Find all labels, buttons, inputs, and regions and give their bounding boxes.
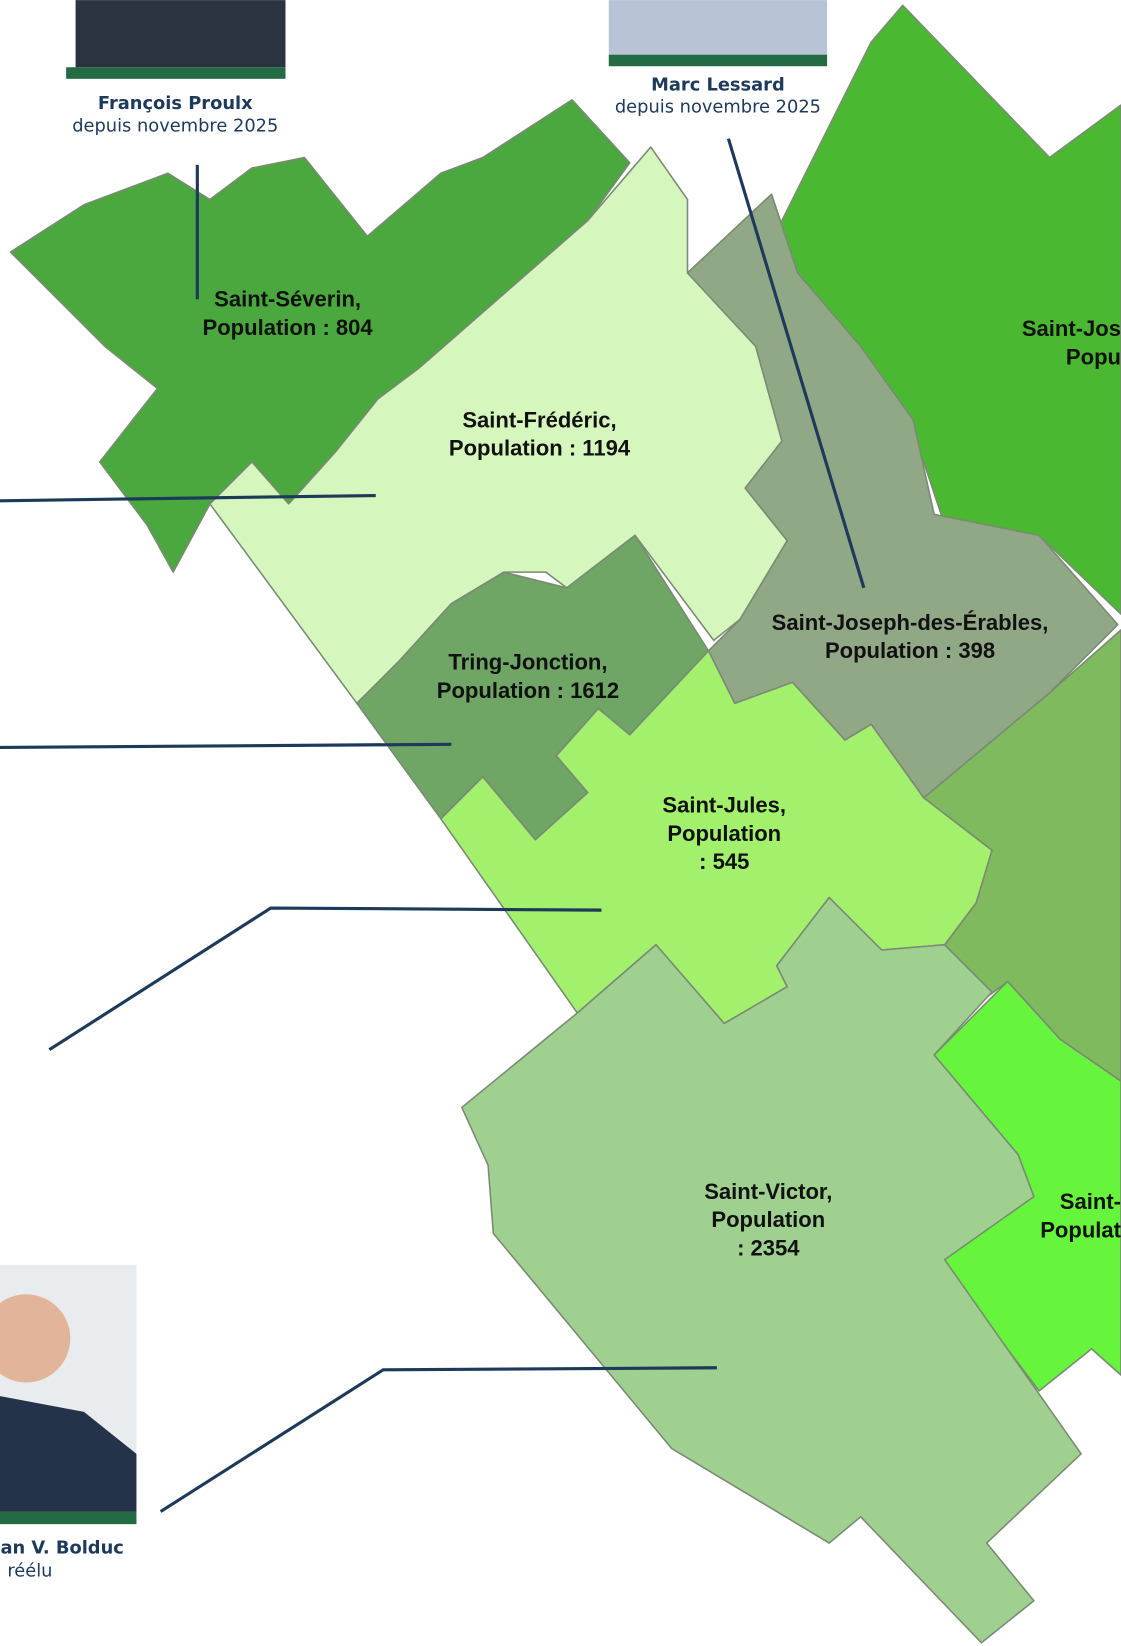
photo: [76, 0, 286, 67]
photo-bar: [0, 1512, 136, 1525]
person-name: Marc Lessard: [651, 74, 785, 95]
person-subtitle: réélu: [7, 1561, 52, 1582]
region-label: Population : 804: [203, 315, 374, 340]
region-label: Saint-Séverin,: [214, 287, 361, 312]
person-subtitle: depuis novembre 2025: [72, 115, 278, 136]
leader-line: [0, 744, 451, 747]
region-label: Saint-: [1060, 1189, 1121, 1214]
region-label: : 2354: [737, 1235, 800, 1260]
region-label: Saint-Frédéric,: [462, 407, 616, 432]
region-label: Popu: [1066, 344, 1121, 369]
region-label: Population : 1612: [437, 678, 619, 703]
person-name: an V. Bolduc: [0, 1538, 123, 1559]
region-label: Tring-Jonction,: [448, 650, 607, 675]
person-name: François Proulx: [98, 93, 253, 114]
person-subtitle: depuis novembre 2025: [615, 96, 821, 117]
region-label: Populat: [1040, 1218, 1121, 1243]
region-label: Saint-Jos: [1022, 316, 1121, 341]
region-label: Population: [667, 821, 781, 846]
photo-bar: [609, 55, 827, 67]
photo: [609, 0, 827, 55]
region-label: Population: [711, 1207, 825, 1232]
region-label: Saint-Joseph-des-Érables,: [772, 610, 1049, 635]
region-label: Saint-Jules,: [662, 793, 786, 818]
region-label: Saint-Victor,: [704, 1179, 832, 1204]
region-label: Population : 398: [825, 638, 995, 663]
region-label: Population : 1194: [449, 436, 631, 461]
page: François Proulx depuis novembre 2025 Mar…: [0, 0, 1121, 1646]
map: François Proulx depuis novembre 2025 Mar…: [0, 0, 1121, 1646]
photo-bar: [66, 67, 285, 79]
region-label: : 545: [699, 849, 749, 874]
